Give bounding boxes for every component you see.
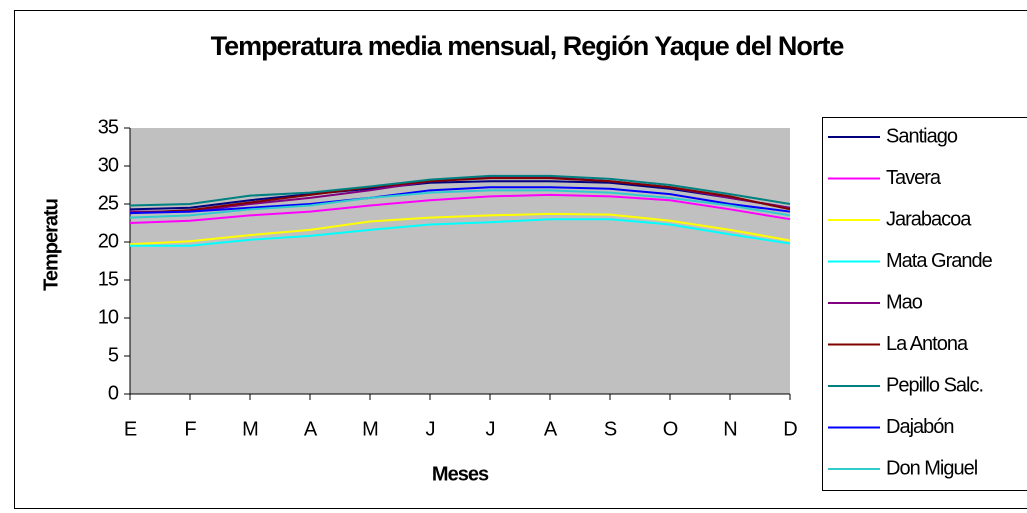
series-line — [129, 180, 791, 211]
x-tick-label: J — [426, 418, 435, 440]
y-tick-label: 35 — [98, 116, 119, 138]
x-tick-label: S — [604, 418, 617, 440]
y-tick-label: 30 — [98, 154, 119, 176]
legend-label: Tavera — [886, 167, 942, 189]
legend-label: Santiago — [886, 125, 958, 147]
x-tick-label: N — [723, 418, 736, 440]
x-tick-label: A — [544, 418, 558, 440]
chart-title: Temperatura media mensual, Región Yaque … — [211, 31, 845, 61]
legend-label: Don Miguel — [886, 457, 978, 479]
y-tick-label: 5 — [108, 344, 119, 366]
x-tick-label: J — [486, 418, 495, 440]
legend-label: Mao — [886, 291, 923, 313]
legend-label: Jarabacoa — [886, 208, 972, 230]
series-line — [129, 177, 791, 215]
x-axis-label: Meses — [432, 463, 489, 485]
series-line — [129, 186, 791, 215]
legend-label: Pepillo Salc. — [886, 374, 983, 396]
series-line — [130, 218, 791, 247]
legend-label: Mata Grande — [886, 250, 993, 272]
series-line — [129, 212, 791, 246]
y-tick-label: 25 — [98, 192, 119, 214]
series-line — [129, 189, 791, 219]
plot-area — [130, 128, 790, 394]
x-tick-label: O — [663, 418, 678, 440]
legend-label: La Antona — [886, 333, 969, 355]
y-tick-label: 0 — [108, 382, 119, 404]
x-tick-label: D — [783, 418, 797, 440]
y-tick-label: 15 — [98, 268, 119, 290]
legend-label: Dajabón — [886, 416, 954, 438]
x-tick-label: A — [304, 418, 318, 440]
x-tick-label: F — [184, 418, 196, 440]
series-line — [129, 193, 791, 224]
x-tick-label: E — [124, 418, 137, 440]
x-tick-label: M — [362, 418, 378, 440]
y-tick-label: 20 — [98, 230, 119, 252]
x-tick-label: M — [242, 418, 258, 440]
series-line — [129, 174, 791, 207]
y-axis-label: Temperatu — [40, 199, 62, 291]
y-tick-label: 10 — [98, 306, 119, 328]
